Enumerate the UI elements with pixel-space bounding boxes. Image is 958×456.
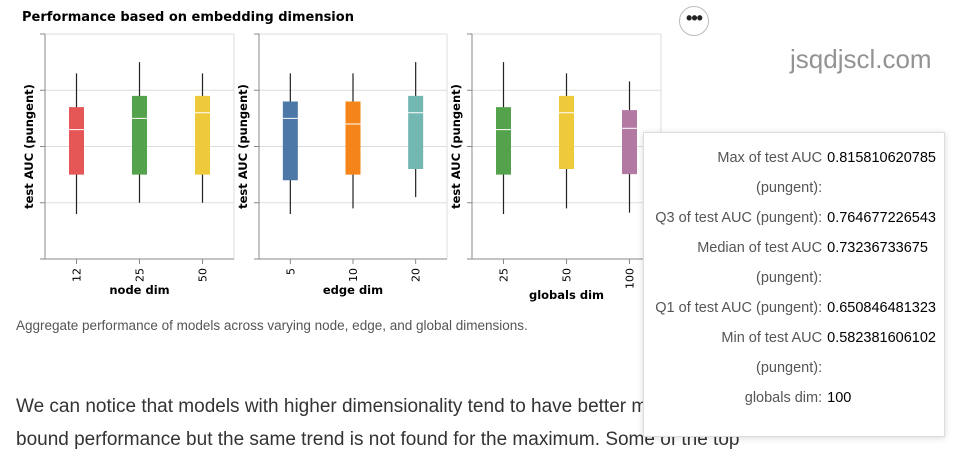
- more-options-button[interactable]: •••: [679, 6, 709, 36]
- box-5: [282, 101, 298, 181]
- x-axis-title: edge dim: [323, 283, 383, 297]
- x-tick-label: 25: [498, 268, 511, 282]
- tooltip-key: Q1 of test AUC (pungent):: [655, 300, 823, 316]
- tooltip-value: 0.815810620785: [827, 150, 936, 166]
- y-axis-title: test AUC (pungent): [22, 84, 36, 209]
- box-25: [132, 95, 147, 175]
- x-tick-label: 12: [71, 268, 84, 282]
- chart-title: Performance based on embedding dimension: [22, 10, 354, 25]
- tooltip-row-max: Max of test AUC (pungent): 0.81581062078…: [652, 143, 936, 203]
- box-50: [559, 95, 574, 169]
- x-tick-label: 50: [197, 268, 210, 282]
- box-12: [69, 107, 84, 175]
- tooltip-table: Max of test AUC (pungent): 0.81581062078…: [652, 143, 936, 413]
- tooltip-row-min: Min of test AUC (pungent): 0.58238160610…: [652, 323, 936, 383]
- y-axis-title: test AUC (pungent): [449, 84, 463, 209]
- x-tick-label: 5: [284, 268, 297, 275]
- more-horizontal-icon: •••: [686, 7, 703, 28]
- tooltip-value: 0.764677226543: [827, 210, 936, 226]
- tooltip-key: Min of test AUC (pungent):: [721, 330, 823, 376]
- tooltip-value: 0.73236733675: [827, 240, 928, 256]
- watermark-text: jsqdjscl.com: [790, 44, 932, 74]
- chart-tooltip: Max of test AUC (pungent): 0.81581062078…: [643, 132, 945, 437]
- box-50: [195, 95, 210, 175]
- tooltip-value: 100: [827, 390, 852, 406]
- box-25: [496, 107, 511, 175]
- y-axis-title: test AUC (pungent): [236, 84, 250, 209]
- tooltip-value: 0.582381606102: [827, 330, 936, 346]
- box-20: [408, 95, 424, 169]
- body-paragraph: We can notice that models with higher di…: [16, 396, 767, 450]
- x-tick-label: 10: [347, 268, 360, 282]
- box-10: [345, 101, 361, 175]
- tooltip-key: Max of test AUC (pungent):: [717, 150, 823, 196]
- x-axis-title: node dim: [109, 283, 169, 297]
- tooltip-row-globals-dim: globals dim: 100: [652, 383, 936, 413]
- tooltip-key: globals dim:: [744, 390, 823, 406]
- tooltip-row-median: Median of test AUC (pungent): 0.73236733…: [652, 233, 936, 293]
- box-100: [622, 110, 637, 175]
- boxplot-figure: 12 25 50 node dim test AUC (pungent) 5 10 20 edg…: [22, 33, 662, 302]
- x-tick-label: 20: [410, 268, 423, 282]
- tooltip-key: Median of test AUC (pungent):: [697, 240, 823, 286]
- x-tick-label: 50: [561, 268, 574, 282]
- tooltip-value: 0.650846481323: [827, 300, 936, 316]
- x-tick-label: 25: [134, 268, 147, 282]
- figure-caption: Aggregate performance of models across v…: [16, 318, 528, 333]
- x-axis-title: globals dim: [529, 288, 604, 302]
- tooltip-row-q1: Q1 of test AUC (pungent): 0.650846481323: [652, 293, 936, 323]
- x-tick-label: 100: [624, 268, 637, 289]
- tooltip-row-q3: Q3 of test AUC (pungent): 0.764677226543: [652, 203, 936, 233]
- tooltip-key: Q3 of test AUC (pungent):: [655, 210, 823, 226]
